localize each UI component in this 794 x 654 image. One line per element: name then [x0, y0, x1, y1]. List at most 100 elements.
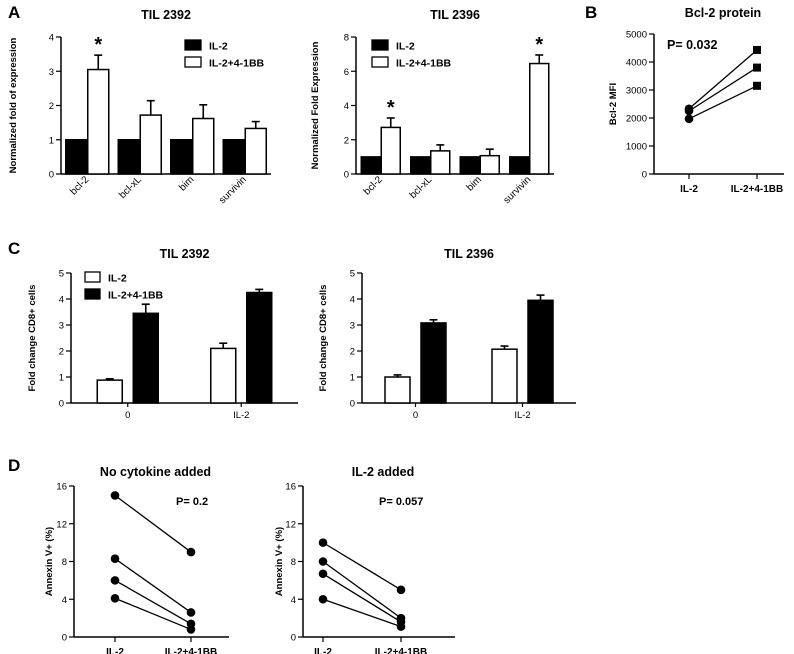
plots: 0 12 3 4 Normalized fold of expression TIL 23…: [8, 6, 784, 654]
significance-star: *: [535, 34, 543, 56]
x-tick-label: survivin: [217, 174, 249, 206]
bar: [360, 156, 381, 175]
x-tick-label: IL-2: [106, 647, 124, 654]
paired-chart-d2: 0 4 8 12 16 Annexin V+ (%) IL-2 added IL-2 IL-2+…: [274, 465, 455, 654]
x-tick-label: IL-2+4-1BB: [375, 647, 428, 654]
legend-swatch: [184, 56, 202, 68]
panel-label-d: D: [8, 456, 20, 475]
y-axis-label: Normalized fold of expression: [8, 37, 19, 173]
x-tick-label: IL-2: [233, 410, 249, 421]
bar: [420, 322, 447, 404]
x-tick-label: bcl-xL: [117, 174, 144, 201]
bar-chart-c2: 0 1 2 3 4 5 Fold change CD8+ cells TIL 2396 0 IL-…: [318, 247, 576, 421]
legend-label: IL-2: [396, 41, 415, 53]
y-axis-label: Annexin V+ (%): [44, 527, 55, 596]
point-end: [753, 63, 761, 72]
bar-chart-a1: 0 1 2 3 4 Normalized fold of expression TIL 23…: [8, 8, 271, 206]
point-start: [318, 569, 328, 579]
p-value: P= 0.057: [379, 496, 423, 508]
point-start: [684, 106, 694, 116]
y-tick-label: 5000: [626, 30, 647, 41]
legend-swatch: [184, 39, 202, 51]
x-tick-label: bim: [177, 174, 196, 193]
pair-line: [322, 560, 402, 619]
y-tick-label: 1000: [626, 142, 647, 153]
bar: [65, 139, 88, 175]
bar: [244, 127, 267, 175]
bar: [527, 299, 554, 404]
point-end: [396, 585, 406, 595]
pair-line: [322, 573, 402, 623]
x-tick-label: bcl-2: [362, 174, 385, 197]
bar: [192, 117, 215, 175]
bar-chart-c1: 0 1 2 3 4 5 Fold change CD8+ cells TIL 2392 0 IL-…: [27, 247, 298, 421]
x-tick-label: survivin: [502, 174, 534, 206]
y-tick-label: 0: [291, 633, 296, 644]
point-end: [186, 625, 196, 634]
y-tick-label: 0: [350, 399, 355, 410]
y-tick-label: 2: [49, 101, 54, 112]
point-end: [753, 81, 761, 90]
y-tick-label: 4000: [626, 58, 647, 69]
point-start: [110, 554, 120, 563]
x-tick-label: IL-2: [680, 184, 698, 195]
chart-title: IL-2 added: [352, 465, 415, 479]
p-value: P= 0.2: [176, 496, 208, 508]
y-tick-label: 2: [350, 347, 355, 358]
y-tick-label: 0: [642, 170, 647, 181]
bar: [384, 376, 411, 404]
point-end: [186, 608, 196, 617]
x-tick-label: IL-2+4-1BB: [165, 647, 218, 654]
y-tick-label: 3: [350, 321, 355, 332]
paired-chart-d1: 0 4 8 12 16 Annexin V+ (%) No cytokine added IL…: [44, 465, 229, 654]
x-tick-label: 0: [413, 410, 418, 421]
bar: [132, 312, 159, 404]
significance-star: *: [387, 97, 395, 119]
p-value: P= 0.032: [667, 38, 717, 52]
point-end: [753, 45, 761, 54]
y-tick-label: 2: [59, 347, 64, 358]
bar-chart-a2: 0 2 4 6 8 Normalized Fold Expression TIL 2396 *…: [310, 8, 554, 206]
x-tick-label: IL-2+4-1BB: [731, 184, 784, 195]
chart-title: TIL 2396: [444, 247, 494, 261]
legend-swatch: [84, 271, 101, 283]
y-axis-label: Normalized Fold Expression: [310, 41, 321, 169]
point-start: [110, 491, 120, 500]
y-tick-label: 2: [344, 135, 349, 146]
legend-label: IL-2: [108, 273, 127, 285]
point-start: [318, 538, 328, 547]
y-tick-label: 0: [344, 170, 349, 181]
y-tick-label: 16: [285, 482, 296, 493]
point-end: [186, 547, 196, 557]
chart-title: TIL 2396: [430, 8, 480, 22]
x-tick-label: bcl-xL: [408, 174, 435, 201]
panel-label-c: C: [8, 239, 20, 258]
bar: [509, 156, 530, 175]
bar: [430, 150, 451, 175]
pair-line: [114, 579, 192, 625]
bar: [380, 126, 401, 175]
significance-star: *: [94, 34, 102, 56]
y-tick-label: 3000: [626, 86, 647, 97]
y-tick-label: 6: [344, 67, 349, 78]
point-start: [110, 594, 120, 603]
bar: [87, 68, 110, 175]
y-tick-label: 4: [49, 33, 54, 44]
y-tick-label: 8: [344, 33, 349, 44]
bar: [210, 347, 237, 404]
pair-line: [114, 494, 192, 553]
y-tick-label: 4: [344, 101, 349, 112]
y-tick-label: 3: [59, 321, 64, 332]
chart-title: Bcl-2 protein: [685, 6, 761, 20]
y-tick-label: 0: [59, 399, 64, 410]
point-start: [318, 557, 328, 566]
pair-line: [114, 558, 192, 613]
pair-line: [322, 598, 402, 628]
bar: [246, 291, 273, 404]
y-tick-label: 2000: [626, 114, 647, 125]
y-tick-label: 4: [291, 595, 296, 606]
y-tick-label: 5: [59, 269, 64, 280]
pair-line: [322, 542, 402, 591]
y-tick-label: 12: [285, 519, 296, 530]
y-tick-label: 0: [49, 170, 54, 181]
